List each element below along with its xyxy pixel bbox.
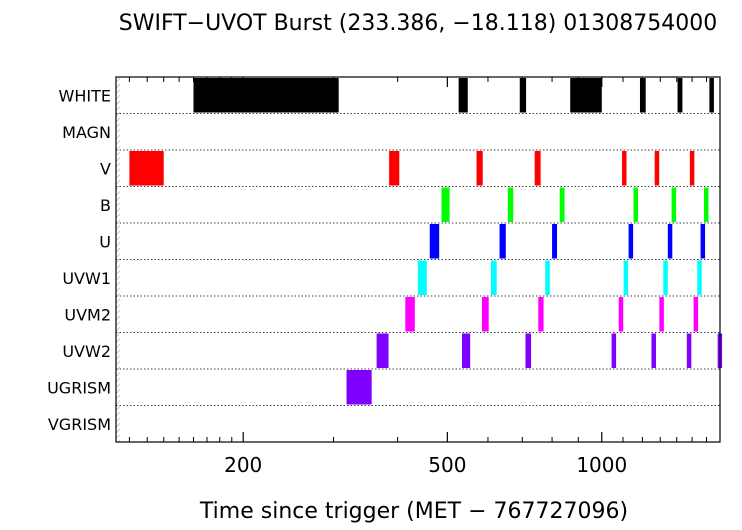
exposure-bar-white-1 bbox=[193, 78, 339, 113]
exposure-bar-white-6 bbox=[677, 78, 683, 113]
exposure-bar-u-2 bbox=[499, 224, 506, 259]
row-label-ugrism: UGRISM bbox=[47, 378, 111, 397]
exposure-bar-uvm2-3 bbox=[538, 297, 544, 332]
exposure-bar-white-5 bbox=[639, 78, 646, 113]
row-separators bbox=[116, 113, 720, 406]
exposure-bar-v-6 bbox=[654, 151, 660, 186]
plot-frame bbox=[115, 76, 721, 443]
exposure-bar-v-1 bbox=[129, 151, 164, 186]
row-labels: WHITE MAGN VBU UVW1 UVM2 UVW2 UGRISM VGRISM bbox=[47, 86, 111, 434]
exposure-bar-uvm2-6 bbox=[693, 297, 699, 332]
exposure-bar-uvw1-3 bbox=[545, 260, 550, 295]
exposure-bar-v-3 bbox=[476, 151, 483, 186]
exposure-bar-v-2 bbox=[389, 151, 400, 186]
exposure-bar-u-6 bbox=[700, 224, 706, 259]
hatched-edge bbox=[116, 77, 120, 442]
exposure-bars bbox=[129, 78, 723, 405]
exposure-bar-uvm2-5 bbox=[659, 297, 664, 332]
exposure-bar-v-4 bbox=[534, 151, 541, 186]
exposure-bar-uvw1-2 bbox=[490, 260, 497, 295]
row-label-v: V bbox=[100, 159, 111, 178]
exposure-bar-v-5 bbox=[622, 151, 627, 186]
row-backgrounds bbox=[116, 77, 120, 442]
exposure-bar-uvw1-4 bbox=[623, 260, 629, 295]
row-label-u: U bbox=[99, 232, 111, 251]
exposure-bar-uvw2-3 bbox=[525, 333, 532, 368]
exposure-bar-ugrism-1 bbox=[346, 370, 372, 405]
exposure-bar-white-2 bbox=[458, 78, 468, 113]
exposure-bar-b-2 bbox=[507, 187, 514, 222]
exposure-bar-uvw1-1 bbox=[417, 260, 427, 295]
row-label-magn: MAGN bbox=[62, 123, 111, 142]
exposure-bar-b-4 bbox=[633, 187, 638, 222]
row-label-uvw2: UVW2 bbox=[62, 342, 111, 361]
x-tick-label-500: 500 bbox=[428, 453, 466, 477]
exposure-bar-u-3 bbox=[552, 224, 558, 259]
row-label-uvw1: UVW1 bbox=[62, 269, 111, 288]
chart-title: SWIFT−UVOT Burst (233.386, −18.118) 0130… bbox=[119, 11, 718, 36]
row-label-white: WHITE bbox=[59, 86, 111, 105]
x-tick-label-200: 200 bbox=[224, 453, 262, 477]
exposure-bar-uvm2-4 bbox=[618, 297, 624, 332]
exposure-bar-u-4 bbox=[628, 224, 634, 259]
exposure-bar-u-1 bbox=[429, 224, 440, 259]
row-label-vgrism: VGRISM bbox=[48, 415, 111, 434]
exposure-bar-uvw2-5 bbox=[651, 333, 656, 368]
x-axis-ticks: 200 500 1000 bbox=[128, 77, 707, 477]
exposure-bar-u-5 bbox=[667, 224, 673, 259]
exposure-bar-white-7 bbox=[709, 78, 714, 113]
exposure-bar-uvw2-4 bbox=[611, 333, 617, 368]
exposure-bar-uvw1-5 bbox=[663, 260, 668, 295]
row-label-uvm2: UVM2 bbox=[64, 305, 111, 324]
exposure-bar-b-5 bbox=[671, 187, 677, 222]
row-label-b: B bbox=[100, 196, 111, 215]
exposure-bar-uvm2-1 bbox=[405, 297, 415, 332]
exposure-bar-v-7 bbox=[689, 151, 695, 186]
exposure-bar-white-3 bbox=[519, 78, 527, 113]
exposure-bar-uvw2-6 bbox=[686, 333, 692, 368]
exposure-bar-uvw2-1 bbox=[376, 333, 389, 368]
exposure-bar-white-4 bbox=[570, 78, 602, 113]
exposure-bar-b-6 bbox=[703, 187, 709, 222]
exposure-bar-uvm2-2 bbox=[481, 297, 489, 332]
x-axis-label: Time since trigger (MET − 767727096) bbox=[199, 499, 628, 524]
exposure-bar-b-1 bbox=[441, 187, 450, 222]
exposure-bar-uvw2-2 bbox=[462, 333, 471, 368]
exposure-bar-b-3 bbox=[559, 187, 565, 222]
exposure-bar-uvw1-6 bbox=[697, 260, 702, 295]
x-tick-label-1000: 1000 bbox=[576, 453, 627, 477]
